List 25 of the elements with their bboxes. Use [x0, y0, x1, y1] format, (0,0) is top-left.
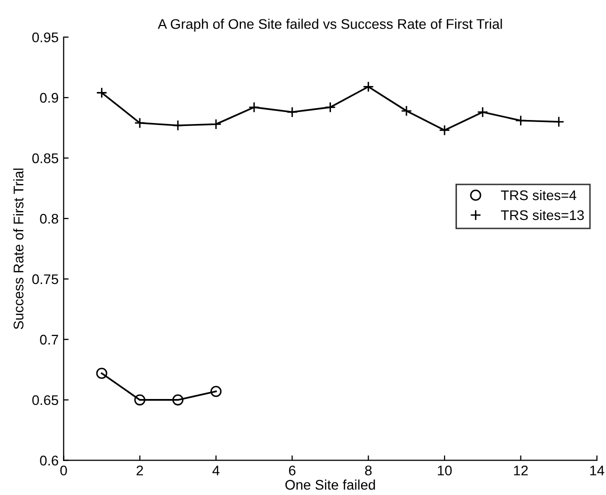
legend-label: TRS sites=4	[500, 190, 576, 200]
x-tick-label: 12	[514, 466, 528, 476]
point	[210, 386, 222, 397]
y-tick-label: 0.95	[32, 32, 58, 42]
x-tick-label: 4	[212, 466, 220, 476]
point	[134, 394, 146, 406]
point	[172, 394, 184, 406]
x-tick-label: 14	[590, 466, 604, 476]
y-tick-label: 0.75	[32, 274, 58, 284]
x-tick-label: 2	[136, 466, 143, 476]
y-tick-label: 0.6	[40, 456, 58, 466]
y-tick-label: 0.85	[32, 153, 58, 164]
x-tick-label: 8	[365, 466, 372, 476]
x-axis-title: One Site failed	[285, 480, 375, 490]
chart-title: A Graph of One Site failed vs Success Rate of First Trial	[158, 18, 502, 32]
y-tick-label: 0.9	[40, 92, 58, 103]
y-tick-label: 0.8	[40, 214, 58, 224]
point	[96, 368, 108, 379]
legend-label: TRS sites=13	[500, 210, 584, 220]
y-tick-label: 0.65	[32, 395, 58, 406]
y-tick-label: 0.7	[40, 334, 58, 345]
x-tick-label: 0	[60, 466, 67, 476]
x-tick-label: 10	[438, 466, 452, 476]
y-axis-title: Success Rate of First Trial	[13, 168, 24, 330]
x-tick-label: 6	[289, 466, 296, 476]
